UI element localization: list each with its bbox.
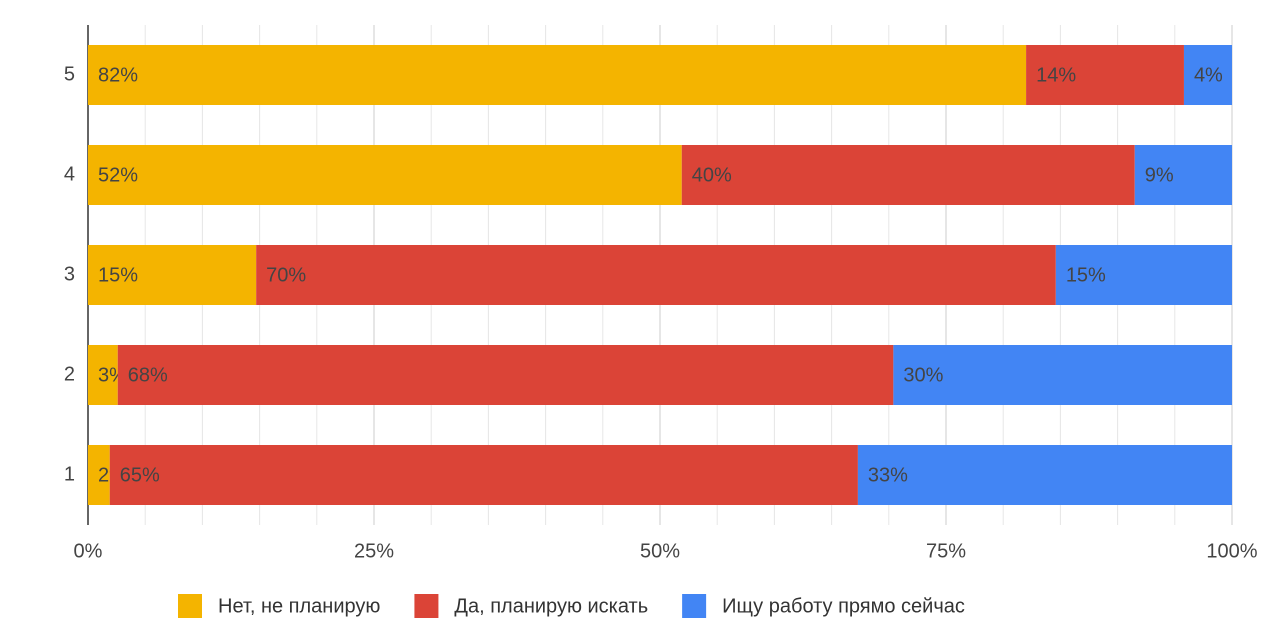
bar-segment — [88, 145, 682, 205]
data-label: 14% — [1036, 64, 1076, 86]
legend-swatch — [178, 594, 202, 618]
bar-segment — [1183, 45, 1232, 105]
y-tick-label: 2 — [64, 363, 75, 385]
bar-segment — [1055, 245, 1232, 305]
data-label: 70% — [266, 264, 306, 286]
data-label: 33% — [868, 464, 908, 486]
x-tick-label: 25% — [354, 540, 394, 562]
data-label: 9% — [1145, 164, 1174, 186]
data-label: 65% — [120, 464, 160, 486]
bar-segment — [88, 45, 1027, 105]
data-label: 82% — [98, 64, 138, 86]
legend-label: Ищу работу прямо сейчас — [722, 595, 965, 617]
data-label: 68% — [128, 364, 168, 386]
bar-segment — [857, 445, 1232, 505]
bar-segment — [88, 445, 110, 505]
bar-segment — [1026, 45, 1184, 105]
bar-segment — [681, 145, 1135, 205]
y-tick-label: 5 — [64, 63, 75, 85]
bar-segment — [88, 245, 257, 305]
legend-label: Нет, не планирую — [218, 595, 380, 617]
bar-segment — [88, 345, 118, 405]
bar-segment — [893, 345, 1232, 405]
data-label: 40% — [692, 164, 732, 186]
data-label: 4% — [1194, 64, 1223, 86]
bar-segment — [1134, 145, 1232, 205]
data-label: 15% — [1066, 264, 1106, 286]
y-tick-label: 4 — [64, 163, 75, 185]
data-label: 15% — [98, 264, 138, 286]
y-tick-label: 1 — [64, 463, 75, 485]
x-tick-label: 0% — [74, 540, 103, 562]
data-label: 30% — [903, 364, 943, 386]
x-tick-label: 50% — [640, 540, 680, 562]
legend-swatch — [682, 594, 707, 618]
bar-segment — [109, 445, 858, 505]
y-tick-label: 3 — [64, 263, 75, 285]
x-tick-label: 75% — [926, 540, 966, 562]
legend-label: Да, планирую искать — [454, 595, 648, 617]
bar-segment — [256, 245, 1056, 305]
data-label: 52% — [98, 164, 138, 186]
x-tick-label: 100% — [1206, 540, 1257, 562]
bar-segment — [117, 345, 894, 405]
legend-swatch — [414, 594, 439, 618]
